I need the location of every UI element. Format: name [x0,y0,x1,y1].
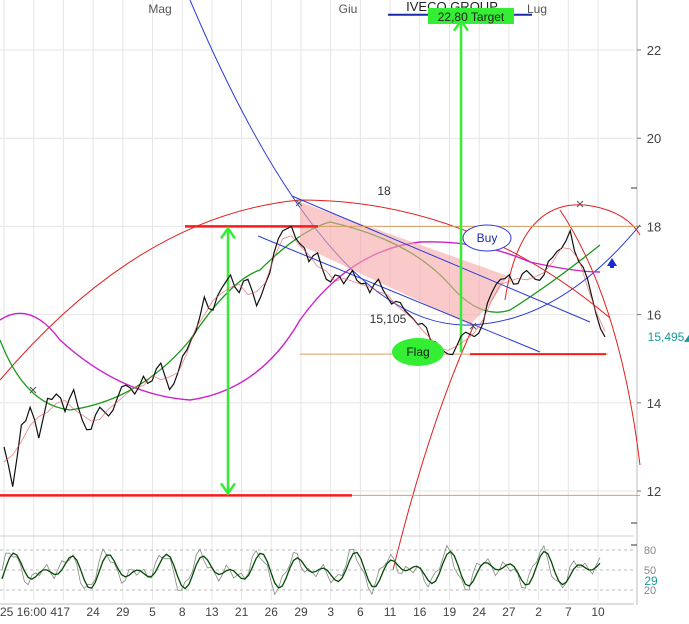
x-tick-label: 17 [57,605,71,619]
x-tick-label: 24 [473,605,487,619]
blue-arc-curve [189,0,641,326]
signal-up-arrow [607,258,617,266]
last-price-marker [684,334,689,342]
x-tick-label: 24 [86,605,100,619]
x-tick-label: 27 [502,605,516,619]
x-tick-label: 2 [535,605,542,619]
resistance-label: 18 [377,184,391,198]
oscillator-value-label: 29 [644,574,658,588]
oscillator-tick-label: 50 [644,565,656,577]
x-tick-label: 8 [179,605,186,619]
signal-up-arrow-stem [610,265,614,268]
month-label: Mag [148,2,171,16]
flagpole-arrow-head-down [219,482,237,496]
x-tick-label: 16 [413,605,427,619]
y-tick-label: 22 [647,43,661,58]
flag-channel-fill [300,202,508,325]
red-descending-curve [559,209,641,466]
x-tick-label: 25 16:00 [0,605,47,619]
short-moving-average [3,235,606,463]
channel-lower-line [257,235,541,353]
channel-upper-line [291,195,591,323]
flag-label: Flag [406,345,429,359]
buy-label: Buy [477,231,498,245]
x-tick-label: 6 [357,605,364,619]
pivot-marker [29,386,37,394]
target-label: 22,80 Target [438,10,505,24]
last-price-label: 15,495 [648,330,685,344]
month-label: Giu [339,2,358,16]
x-tick-label: 29 [294,605,308,619]
x-tick-label: 7 [565,605,572,619]
x-tick-label: 19 [443,605,457,619]
y-tick-label: 16 [647,308,661,323]
green-moving-average [0,221,601,411]
target-label-box [428,8,514,24]
pivot-marker [469,322,477,330]
oscillator-tick-label: 20 [644,585,656,597]
month-label: Lug [527,2,547,16]
flag-badge [392,338,444,366]
x-tick-label: 3 [327,605,334,619]
x-tick-label: 11 [384,605,397,619]
y-tick-label: 12 [647,484,661,499]
x-tick-label: 21 [235,605,249,619]
support-label: 15,105 [370,312,407,326]
flagpole-arrow-head-up [219,226,237,240]
x-tick-label: 26 [265,605,279,619]
pivot-marker [295,199,303,207]
oscillator-slow-line-core [1,551,601,590]
x-tick-label: 13 [205,605,219,619]
pivot-marker [576,200,584,208]
buy-badge [462,224,512,252]
price-line [3,225,606,487]
x-tick-label: 29 [116,605,130,619]
red-rising-line [392,324,475,571]
magenta-moving-average [0,241,601,401]
y-tick-label: 18 [647,219,661,234]
x-tick-label: 10 [591,605,605,619]
red-arch-curve [0,199,611,381]
oscillator-tick-label: 80 [644,545,656,557]
y-tick-label: 14 [647,396,661,411]
oscillator-fast-line [1,544,601,596]
x-tick-label: 5 [149,605,156,619]
y-tick-label: 20 [647,131,661,146]
x-tick-label: 4 [50,605,57,619]
